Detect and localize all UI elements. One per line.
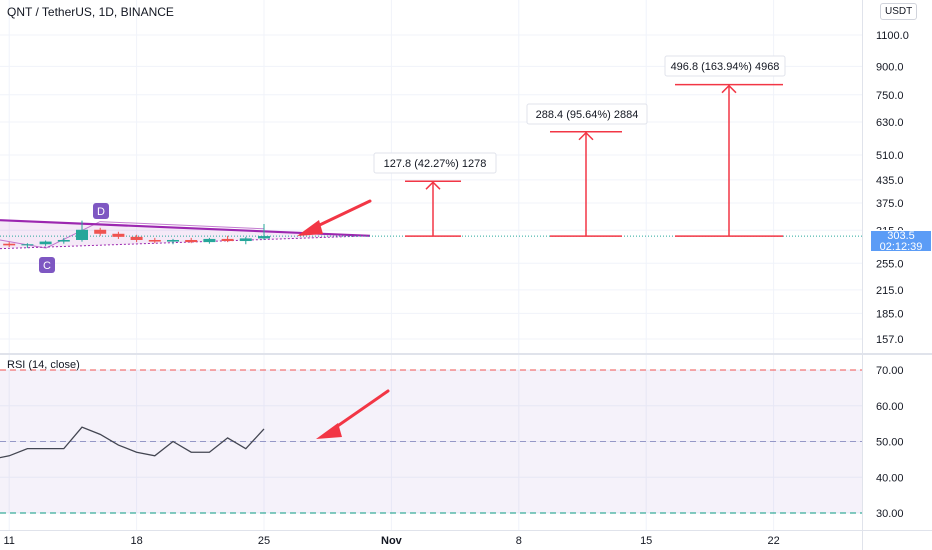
annotation-arrow-price-head [297,220,323,236]
candle[interactable] [148,237,161,244]
rsi-axis-label: 50.00 [876,437,904,449]
candle-body [258,236,270,239]
price-target-3[interactable]: 496.8 (163.94%) 4968 [664,55,786,237]
grid-lines [0,0,862,530]
target-label-text: 496.8 (163.94%) 4968 [671,61,780,73]
price-axis-label: 375.0 [876,198,904,210]
time-axis-label: 15 [640,535,652,547]
candle[interactable] [57,237,70,244]
time-axis-label: Nov [381,535,403,547]
rsi-indicator-label[interactable]: RSI (14, close) [7,359,80,371]
candle-body [21,244,34,246]
time-axis-label: 22 [767,535,779,547]
bar-countdown: 02:12:39 [879,241,923,253]
rsi-axis-label: 40.00 [876,472,904,484]
time-axis-label: 18 [130,535,142,547]
candle[interactable] [3,242,16,247]
annotation-arrow-price[interactable] [297,199,372,236]
annotation-arrow-rsi-head [316,423,342,439]
target-arrowhead [721,84,737,94]
candle[interactable] [94,227,107,236]
triangle-pattern-fill [0,220,370,249]
candle-body [76,229,88,240]
pattern-zigzag [0,221,265,249]
price-axis-label: 630.0 [876,117,904,129]
price-target-2[interactable]: 288.4 (95.64%) 2884 [526,103,648,237]
candle[interactable] [112,231,125,239]
candle[interactable] [185,237,198,244]
symbol-title[interactable]: QNT / TetherUS, 1D, BINANCE [7,5,174,19]
time-axis-label: 8 [516,535,522,547]
candle-body [57,239,70,242]
candle[interactable] [239,236,252,245]
price-axis-label: 435.0 [876,175,904,187]
candle-body [148,239,161,242]
candle-body [185,239,198,243]
point-c-badge [39,257,55,273]
price-axis-label: 255.0 [876,258,904,270]
candle[interactable] [21,243,34,249]
candle-body [239,238,252,242]
price-axis-label: 750.0 [876,90,904,102]
candle-body [94,229,107,234]
price-axis-label: 510.0 [876,150,904,162]
last-price-value: 303.5 [887,230,915,242]
target-label-text: 288.4 (95.64%) 2884 [536,109,639,121]
candle[interactable] [203,237,216,244]
target-label-box [526,103,648,125]
candle[interactable] [258,223,270,240]
last-price-tag: 303.5 02:12:39 [870,230,932,253]
price-axis-label: 900.0 [876,61,904,73]
rsi-axis-label: 30.00 [876,508,904,520]
annotation-arrow-rsi[interactable] [316,389,390,439]
triangle-lower-line[interactable] [0,235,371,250]
point-d-badge [93,203,109,219]
rsi-axis-label: 70.00 [876,365,904,377]
rsi-axis-label: 60.00 [876,401,904,413]
candle-body [221,238,234,242]
currency-button[interactable]: USDT [880,3,918,20]
target-label-box [664,55,786,77]
time-axis-label: 11 [3,535,14,547]
target-label-box [373,152,497,174]
candle[interactable] [130,234,143,243]
candle-body [112,233,125,237]
pattern-point-d[interactable]: D [93,203,109,219]
candle[interactable] [39,240,52,246]
target-arrowhead [578,131,594,141]
candle[interactable] [76,220,88,242]
point-d-label: D [97,206,105,218]
price-pane[interactable]: D C 127.8 (42.27%) 1278 288.4 (95.64%) 2884… [0,55,862,273]
rsi-pane[interactable] [0,369,862,514]
candle-body [167,239,179,242]
target-label-text: 127.8 (42.27%) 1278 [384,158,487,170]
price-axis-label: 185.0 [876,308,904,320]
candle-body [39,241,52,245]
candle-body [3,243,16,246]
time-axis-label: 25 [258,535,270,547]
candle-body [203,238,216,243]
price-axis-label: 1100.0 [876,30,909,42]
point-c-label: C [43,260,51,272]
candle[interactable] [167,238,179,245]
price-axis-label: 157.0 [876,334,904,346]
price-target-1[interactable]: 127.8 (42.27%) 1278 [373,152,497,237]
target-arrowhead [425,181,441,190]
candle-body [130,236,143,240]
pattern-point-c[interactable]: C [39,257,55,273]
candle[interactable] [221,235,234,243]
rsi-line[interactable] [0,426,265,459]
price-axis-label: 215.0 [876,285,904,297]
